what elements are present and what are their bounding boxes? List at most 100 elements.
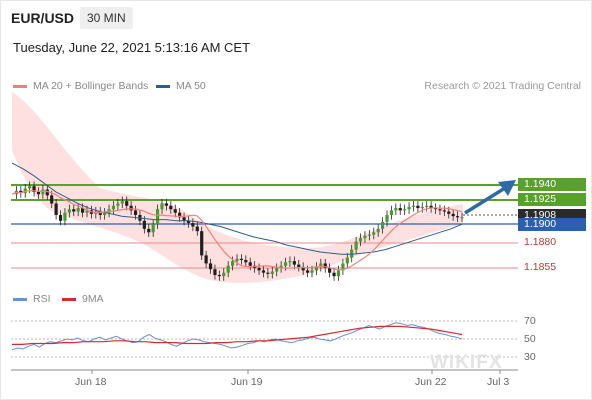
- candle-body: [129, 205, 133, 211]
- candle-body: [151, 224, 155, 233]
- candle-body: [111, 205, 116, 210]
- ma20-swatch: [13, 84, 27, 88]
- candle-body: [403, 209, 407, 211]
- rsi-ma-label: 9MA: [82, 293, 104, 305]
- candle-body: [261, 270, 266, 273]
- bollinger-band: [12, 92, 463, 283]
- candle-body: [367, 234, 371, 236]
- candle-body: [23, 188, 27, 194]
- candle-body: [363, 235, 367, 239]
- candle-body: [230, 261, 235, 266]
- candle-body: [420, 206, 424, 209]
- candle-body: [178, 212, 182, 218]
- candle-body: [98, 211, 102, 215]
- candle-body: [32, 186, 36, 192]
- candle-body: [85, 210, 89, 213]
- candle-body: [195, 226, 199, 232]
- candle-body: [208, 263, 213, 270]
- candle-body: [275, 268, 279, 272]
- candle-body: [411, 205, 416, 207]
- candle-body: [416, 205, 420, 209]
- candle-body: [239, 258, 244, 260]
- level-label-pivot: 1.1900: [518, 218, 586, 231]
- candle-body: [133, 210, 138, 215]
- candle-body: [67, 209, 71, 213]
- legend-rsi-ma: 9MA: [62, 293, 104, 305]
- rsi-ma-line: [12, 325, 463, 345]
- candle-body: [394, 208, 398, 211]
- candle-body: [301, 266, 305, 271]
- candle-body: [297, 264, 301, 267]
- candle-body: [45, 189, 49, 196]
- watermark-logo: WIKIFX: [430, 352, 503, 373]
- x-label-jun18: Jun 18: [75, 376, 107, 388]
- candle-body: [125, 201, 129, 206]
- candle-body: [455, 216, 460, 218]
- candle-body: [442, 210, 446, 212]
- level-label-support-2: 1.1855: [524, 261, 557, 273]
- candle-body: [319, 263, 323, 267]
- candle-body: [332, 272, 336, 277]
- candle-body: [41, 189, 45, 195]
- forecast-arrowhead: [498, 180, 516, 196]
- candle-body: [182, 217, 186, 221]
- candle-body: [54, 203, 58, 215]
- candle-body: [120, 201, 124, 204]
- research-credit: Research © 2021 Trading Central: [424, 80, 581, 92]
- candle-body: [389, 210, 394, 215]
- candle-body: [204, 255, 208, 264]
- candle-body: [358, 238, 363, 242]
- ma20-label: MA 20 + Bollinger Bands: [33, 80, 149, 92]
- level-label-target-2: 1.1925: [518, 193, 586, 206]
- candle-body: [58, 215, 63, 221]
- candle-body: [380, 221, 385, 229]
- chart-timestamp: Tuesday, June 22, 2021 5:13:16 AM CET: [13, 40, 251, 55]
- ma50-label: MA 50: [176, 80, 206, 92]
- candle-body: [50, 195, 54, 204]
- legend-rsi: RSI: [13, 293, 51, 305]
- ma20-line: [11, 189, 463, 271]
- candle-body: [350, 249, 354, 258]
- level-label-target-1: 1.1940: [518, 178, 586, 191]
- candle-body: [19, 190, 23, 194]
- candle-body: [288, 261, 292, 263]
- candle-body: [328, 268, 332, 273]
- chart-header: EUR/USD 30 MIN: [0, 0, 592, 36]
- rsi-tick-50: 50: [524, 333, 536, 345]
- candle-body: [310, 270, 314, 273]
- candle-body: [270, 271, 274, 274]
- candle-body: [336, 270, 341, 277]
- candle-body: [80, 208, 85, 213]
- candle-body: [217, 275, 221, 277]
- candle-body: [244, 260, 248, 263]
- forecast-arrow: [464, 186, 506, 215]
- candle-body: [425, 205, 429, 207]
- candle-body: [235, 258, 239, 262]
- candle-body: [305, 270, 310, 273]
- candle-body: [429, 205, 433, 209]
- candle-body: [438, 209, 442, 211]
- candle-body: [433, 208, 438, 210]
- rsi-label: RSI: [33, 293, 51, 305]
- candle-body: [460, 217, 464, 219]
- rsi-swatch: [13, 297, 27, 301]
- candle-body: [407, 206, 411, 210]
- x-label-jul3: Jul 3: [487, 376, 510, 388]
- candle-body: [169, 205, 173, 210]
- candle-body: [248, 262, 252, 266]
- candle-body: [191, 223, 195, 227]
- candle-body: [385, 215, 389, 222]
- legend-ma20: MA 20 + Bollinger Bands: [13, 80, 148, 92]
- x-label-jun19: Jun 19: [231, 376, 263, 388]
- candle-body: [345, 257, 349, 264]
- candle-body: [341, 263, 345, 271]
- candle-body: [376, 228, 380, 233]
- candle-body: [186, 220, 191, 224]
- candle-body: [173, 209, 177, 213]
- candle-body: [283, 262, 288, 266]
- candle-body: [226, 265, 230, 273]
- candle-body: [323, 263, 327, 269]
- timeframe-chip[interactable]: 30 MIN: [80, 7, 133, 29]
- candle-body: [222, 272, 226, 277]
- candle-body: [72, 209, 76, 212]
